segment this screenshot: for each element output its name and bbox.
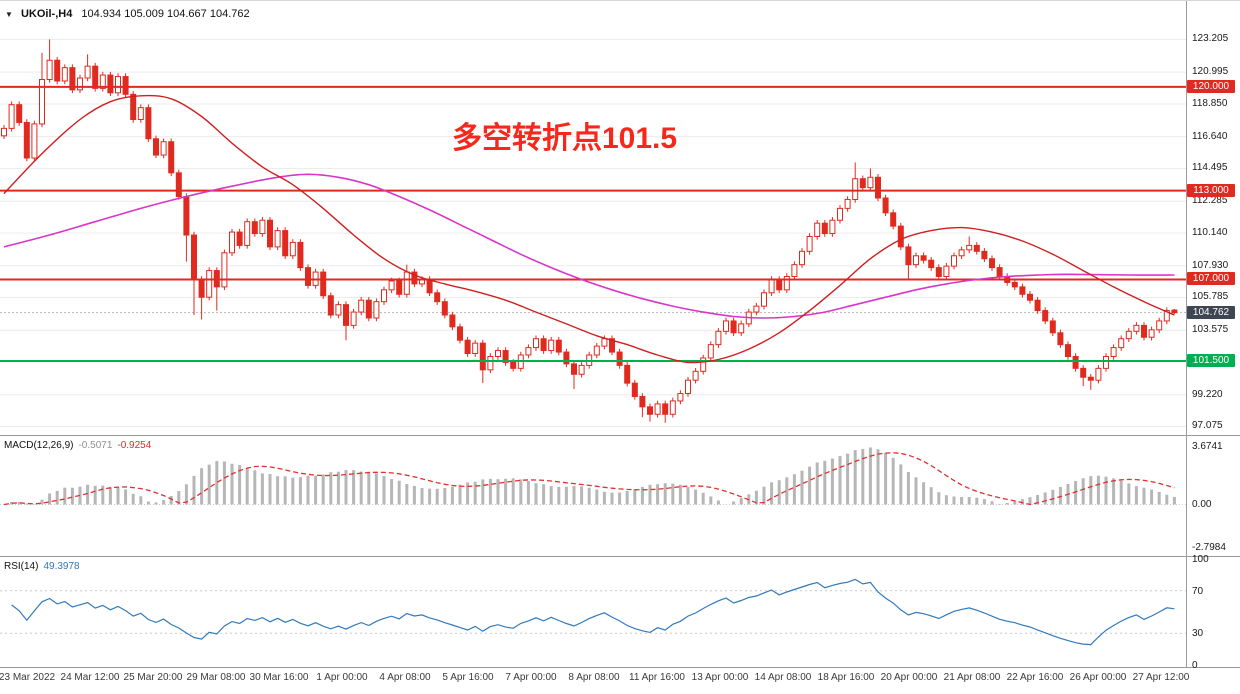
chart-annotation-text[interactable]: 多空转折点101.5 — [452, 122, 678, 155]
ohlc-values: 104.934 105.009 104.667 104.762 — [81, 8, 250, 20]
time-tick-label: 26 Apr 00:00 — [1069, 672, 1127, 683]
price-line-badge[interactable]: 101.500 — [1187, 353, 1235, 367]
current-price-badge: 104.762 — [1187, 305, 1235, 319]
rsi-name: RSI(14) — [4, 561, 39, 572]
price-tick-label: 110.140 — [1192, 226, 1228, 238]
rsi-tick-label: 70 — [1192, 585, 1204, 597]
time-tick-label: 20 Apr 00:00 — [880, 672, 938, 683]
price-tick-label: 123.205 — [1192, 33, 1229, 45]
macd-indicator-label: MACD(12,26,9) -0.5071 -0.9254 — [4, 440, 151, 451]
ma-red-line — [3, 94, 1175, 364]
panel-divider — [0, 667, 1240, 668]
time-tick-label: 11 Apr 16:00 — [629, 672, 685, 683]
macd-tick-label: 3.6741 — [1192, 441, 1223, 453]
macd-tick-label: -2.7984 — [1192, 541, 1226, 553]
rsi-indicator-label: RSI(14) 49.3978 — [4, 561, 80, 572]
macd-name: MACD(12,26,9) — [4, 440, 74, 451]
macd-indicator-chart[interactable] — [0, 436, 1186, 556]
rsi-value: 49.3978 — [43, 561, 80, 572]
chart-menu-triangle-icon[interactable]: ▼ — [5, 10, 13, 19]
price-tick-label: 97.075 — [1192, 420, 1223, 432]
rsi-tick-label: 30 — [1192, 628, 1204, 640]
macd-histogram — [10, 447, 1176, 505]
time-tick-label: 7 Apr 00:00 — [505, 672, 557, 683]
time-tick-label: 22 Apr 16:00 — [1006, 672, 1064, 683]
time-tick-label: 8 Apr 08:00 — [568, 672, 620, 683]
price-line-badge[interactable]: 113.000 — [1187, 183, 1235, 197]
price-tick-label: 120.995 — [1192, 66, 1229, 78]
time-tick-label: 4 Apr 08:00 — [379, 672, 431, 683]
macd-tick-label: 0.00 — [1192, 498, 1212, 510]
chart-header: ▼ UKOil-,H4 104.934 105.009 104.667 104.… — [5, 8, 250, 20]
time-tick-label: 21 Apr 08:00 — [943, 672, 1001, 683]
ma-magenta-line — [3, 173, 1175, 319]
time-tick-label: 13 Apr 00:00 — [691, 672, 749, 683]
rsi-tick-label: 100 — [1192, 554, 1209, 565]
time-tick-label: 24 Mar 12:00 — [60, 672, 120, 683]
price-tick-label: 118.850 — [1192, 97, 1228, 109]
time-tick-label: 14 Apr 08:00 — [754, 672, 812, 683]
price-tick-label: 103.575 — [1192, 324, 1229, 336]
macd-signal-line — [3, 452, 1175, 506]
candles — [1, 39, 1178, 423]
time-tick-label: 1 Apr 00:00 — [316, 672, 368, 683]
time-tick-label: 23 Mar 2022 — [0, 672, 56, 683]
rsi-tick-label: 0 — [1192, 660, 1198, 671]
time-tick-label: 18 Apr 16:00 — [817, 672, 875, 683]
price-tick-label: 107.930 — [1192, 259, 1229, 271]
time-tick-label: 30 Mar 16:00 — [249, 672, 309, 683]
time-tick-label: 27 Apr 12:00 — [1132, 672, 1190, 683]
panel-divider[interactable] — [0, 435, 1240, 436]
rsi-indicator-chart[interactable] — [0, 557, 1186, 667]
main-price-chart[interactable] — [0, 1, 1186, 435]
macd-main-value: -0.5071 — [78, 440, 113, 451]
price-tick-label: 99.220 — [1192, 388, 1223, 400]
symbol-timeframe-label: UKOil-,H4 — [20, 8, 73, 20]
time-tick-label: 25 Mar 20:00 — [123, 672, 183, 683]
price-tick-label: 105.785 — [1192, 291, 1229, 303]
time-tick-label: 29 Mar 08:00 — [186, 672, 246, 683]
rsi-line — [11, 578, 1175, 646]
macd-signal-value: -0.9254 — [117, 440, 152, 451]
price-line-badge[interactable]: 107.000 — [1187, 272, 1235, 286]
time-tick-label: 5 Apr 16:00 — [442, 672, 494, 683]
panel-divider[interactable] — [0, 556, 1240, 557]
price-axis-separator — [1186, 1, 1187, 667]
price-tick-label: 114.495 — [1192, 162, 1228, 174]
price-line-badge[interactable]: 120.000 — [1187, 79, 1235, 93]
price-tick-label: 112.285 — [1192, 195, 1228, 207]
price-tick-label: 116.640 — [1192, 130, 1228, 142]
